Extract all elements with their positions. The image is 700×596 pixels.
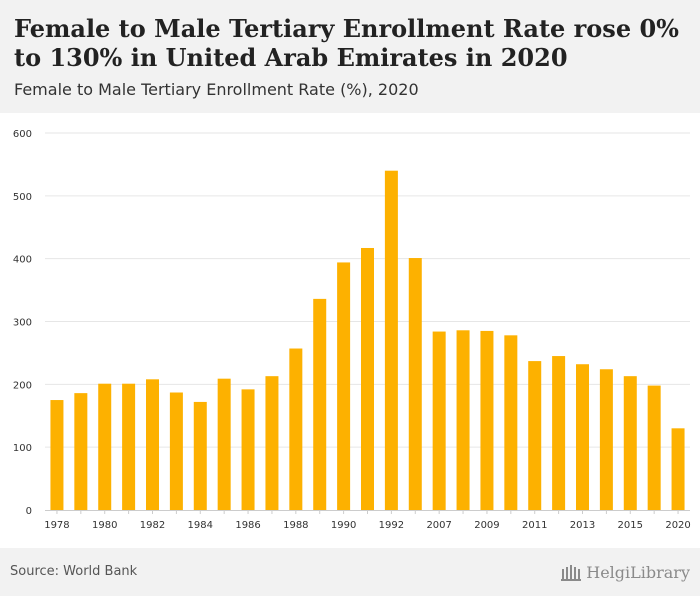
bar-2020[interactable] [671,428,685,510]
bar-1982[interactable] [146,379,159,510]
x-tick-label: 1978 [44,520,69,531]
x-axis [45,510,690,514]
bar-1990[interactable] [337,262,351,510]
bar-1991[interactable] [361,247,374,511]
logo-text: HelgiLibrary [586,562,690,582]
bar-1985[interactable] [217,378,231,510]
x-tick-label: 2011 [522,520,547,531]
bar-1979[interactable] [74,393,88,510]
bar-1983[interactable] [169,392,183,510]
y-tick-label: 400 [13,255,32,266]
bar-1984[interactable] [193,401,207,510]
bar-1981[interactable] [122,383,136,510]
x-tick-label: 1990 [331,520,356,531]
chart-subtitle: Female to Male Tertiary Enrollment Rate … [14,80,419,99]
x-tick-label: 1988 [283,520,308,531]
source-note: Source: World Bank [10,564,138,579]
bar-1980[interactable] [98,383,112,510]
x-tick-label: 2015 [618,520,643,531]
chart-footer: Source: World Bank HelgiLibrary [0,548,700,596]
x-tick-label: 1982 [140,520,165,531]
x-tick-label: 1984 [188,520,213,531]
y-tick-label: 500 [13,192,32,203]
bars [50,170,685,511]
x-tick-label: 1980 [92,520,117,531]
x-tick-label: 2007 [426,520,451,531]
chart-title: Female to Male Tertiary Enrollment Rate … [14,14,679,72]
bar-2007[interactable] [432,331,446,510]
x-tick-label: 2020 [665,520,690,531]
helgi-library-logo[interactable]: HelgiLibrary [560,560,690,584]
y-tick-label: 200 [13,380,32,391]
y-tick-label: 300 [13,318,32,329]
bar-2014[interactable] [599,369,613,510]
bar-2009[interactable] [480,330,494,510]
bar-2013[interactable] [576,364,589,510]
x-tick-label: 2009 [474,520,499,531]
bar-chart: 0 100 200 300 400 500 600 1978 1980 1982 1984 1986… [13,129,691,531]
chart-header: Female to Male Tertiary Enrollment Rate … [0,0,700,113]
bar-2015[interactable] [623,376,637,510]
bar-1988[interactable] [289,348,303,510]
y-tick-label: 100 [13,443,32,454]
y-tick-label: 600 [13,129,32,140]
y-axis-ticks: 0 100 200 300 400 500 600 [13,129,32,517]
bar-2011[interactable] [528,361,542,510]
bar-2008[interactable] [456,330,470,510]
x-tick-label: 2013 [570,520,595,531]
x-tick-label: 1992 [379,520,404,531]
bar-1986[interactable] [241,389,255,510]
x-tick-label: 1986 [235,520,260,531]
bar-1992[interactable] [384,170,398,510]
bar-2012[interactable] [552,356,566,510]
bar-2016[interactable] [647,385,661,510]
x-axis-ticks: 1978 1980 1982 1984 1986 1988 1990 1992 2007 2009… [44,520,691,531]
bar-2010[interactable] [504,335,518,510]
bar-1989[interactable] [313,298,327,510]
y-tick-label: 0 [26,506,32,517]
bar-1978[interactable] [50,400,64,510]
library-columns-icon [561,565,582,581]
bar-1987[interactable] [265,376,279,510]
bar-1993[interactable] [408,258,422,510]
